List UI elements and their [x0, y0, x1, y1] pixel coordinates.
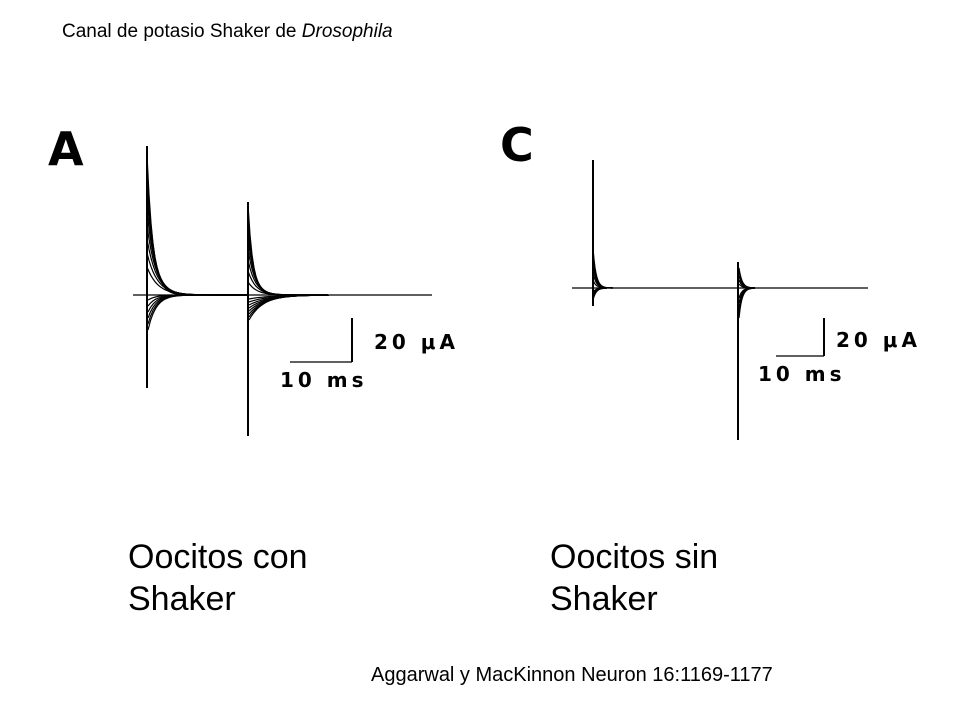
panel-a-on-trace — [146, 168, 247, 296]
caption-with-shaker-line1: Oocitos con — [128, 538, 308, 576]
panel-a-on-trace-negative — [147, 294, 248, 325]
panel-a-on-trace — [146, 252, 247, 296]
panel-a-on-trace-negative — [147, 294, 248, 301]
panel-a-on-trace-negative — [147, 294, 248, 319]
panel-a-time-scale-label: 10 ms — [280, 368, 368, 392]
panel-c-scale-bar — [776, 318, 825, 357]
panel-a-label: A — [48, 122, 84, 176]
panel-c-on-trace-negative — [592, 287, 608, 293]
panel-c-current-scale-label: 20 μA — [836, 328, 921, 352]
panel-a-scale-bar — [290, 318, 353, 363]
citation: Aggarwal y MacKinnon Neuron 16:1169-1177 — [371, 664, 773, 686]
slide-title: Canal de potasio Shaker de Drosophila — [62, 21, 393, 43]
panel-c-current-traces — [572, 160, 868, 440]
panel-a-off-trace — [247, 226, 328, 296]
panel-c-off-trace-negative — [738, 287, 755, 309]
title-species: Drosophila — [301, 21, 393, 42]
caption-with-shaker: Oocitos con Shaker — [128, 536, 368, 620]
panel-a-on-trace — [146, 238, 247, 296]
panel-c-off-trace-negative — [738, 287, 756, 299]
panel-a-off-trace — [247, 215, 328, 296]
panel-a-tail-trace — [248, 294, 329, 300]
caption-without-shaker-line2: Shaker — [550, 580, 658, 618]
caption-without-shaker-line1: Oocitos sin — [550, 538, 719, 576]
title-text: Canal de potasio Shaker de — [62, 21, 302, 42]
panel-a-off-trace — [247, 204, 328, 296]
panel-a-on-trace-negative — [147, 294, 248, 331]
caption-with-shaker-line2: Shaker — [128, 580, 236, 618]
panel-a-on-trace — [146, 154, 247, 296]
panel-a-current-traces — [133, 146, 432, 436]
panel-c-label: C — [500, 118, 534, 172]
caption-without-shaker: Oocitos sin Shaker — [550, 536, 790, 620]
panel-a-on-trace-negative — [147, 294, 248, 313]
panel-c-time-scale-label: 10 ms — [758, 362, 846, 386]
panel-a-current-scale-label: 20 μA — [374, 330, 459, 354]
panel-a-on-trace — [146, 182, 247, 296]
panel-a-tail-trace — [248, 294, 329, 315]
